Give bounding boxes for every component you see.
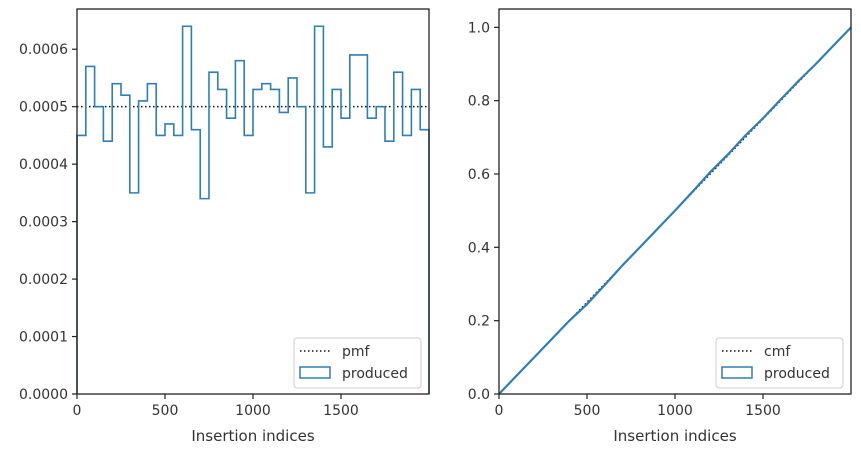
produced-step-histogram <box>76 25 430 394</box>
produced-legend-label: produced <box>764 366 830 382</box>
cmf-y-tick-label: 0.4 <box>468 240 490 256</box>
cmf-y-ticks: 0.0 0.2 0.4 0.6 0.8 1.0 <box>468 20 499 403</box>
pmf-legend: pmf produced <box>293 337 422 389</box>
produced-legend-label: produced <box>342 366 408 382</box>
pmf-x-ticks: 0 500 1000 1500 <box>73 394 359 419</box>
cmf-y-tick-label: 0.8 <box>468 94 490 110</box>
pmf-legend-label: pmf <box>342 344 371 360</box>
pmf-y-tick-label: 0.0001 <box>19 330 68 346</box>
pmf-y-tick-label: 0.0002 <box>19 272 68 288</box>
cmf-series-layer <box>498 26 852 395</box>
pmf-x-tick-label: 1000 <box>235 403 271 419</box>
cmf-x-tick-label: 500 <box>574 403 601 419</box>
pmf-x-tick-label: 1500 <box>323 403 359 419</box>
cmf-panel: 0 500 1000 1500 0.0 0.2 0.4 0.6 0.8 1.0 Insertio… <box>468 8 852 445</box>
produced-cumulative-line <box>498 26 852 395</box>
cmf-legend-label: cmf <box>764 344 791 360</box>
pmf-y-tick-label: 0.0004 <box>19 157 68 173</box>
produced-legend-swatch <box>721 366 753 379</box>
pmf-y-tick-label: 0.0006 <box>19 42 68 58</box>
cmf-axes-frame <box>498 8 852 395</box>
pmf-y-tick-label: 0.0003 <box>19 215 68 231</box>
cmf-x-tick-label: 1500 <box>745 403 781 419</box>
pmf-axes-frame <box>76 8 430 395</box>
pmf-x-axis-label: Insertion indices <box>191 427 314 445</box>
pmf-legend-box <box>293 337 422 389</box>
pmf-series-layer <box>76 25 430 394</box>
pmf-y-ticks: 0.0000 0.0001 0.0002 0.0003 0.0004 0.0005 0.00… <box>19 42 77 403</box>
cmf-y-tick-label: 0.0 <box>468 387 490 403</box>
cmf-x-tick-label: 0 <box>495 403 504 419</box>
pmf-y-tick-label: 0.0005 <box>19 100 68 116</box>
pmf-panel: 0 500 1000 1500 0.00000.00010.00020.00030.0… <box>19 8 430 445</box>
cmf-y-tick-label: 1.0 <box>468 20 490 36</box>
cmf-legend-box <box>715 337 844 389</box>
cmf-legend: cmf produced <box>715 337 844 389</box>
cmf-y-tick-label: 0.6 <box>468 167 490 183</box>
cmf-x-axis-label: Insertion indices <box>613 427 736 445</box>
produced-legend-swatch <box>299 366 331 379</box>
pmf-y-tick-label: 0.0000 <box>19 387 68 403</box>
pmf-x-tick-label: 0 <box>73 403 82 419</box>
pmf-x-tick-label: 500 <box>152 403 179 419</box>
cmf-y-tick-label: 0.2 <box>468 314 490 330</box>
cmf-x-tick-label: 1000 <box>657 403 693 419</box>
cmf-x-ticks: 0 500 1000 1500 <box>495 394 781 419</box>
